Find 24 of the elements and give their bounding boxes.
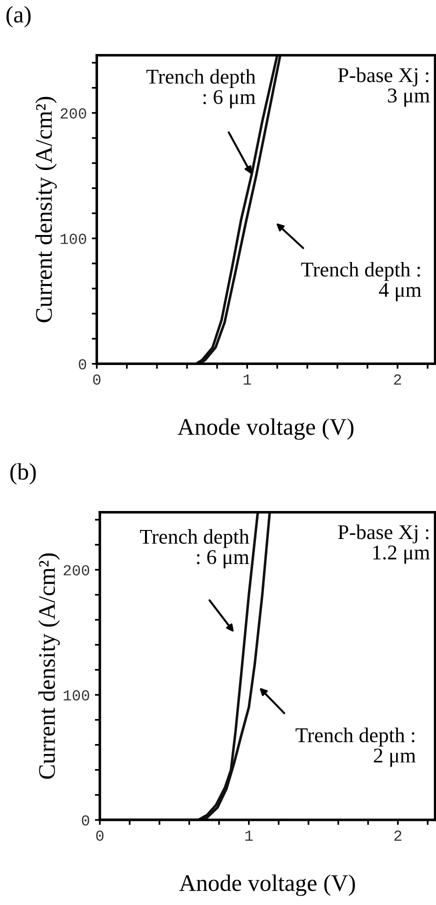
y-tick-label: 100 [60, 234, 86, 244]
annotation: P-base Xj : 1.2 μm [338, 524, 430, 564]
y-tick-label: 200 [60, 108, 86, 119]
x-tick-label: 0 [96, 830, 104, 841]
chart-title: (a) [6, 6, 31, 28]
annotation: Trench depth : 4 μm [301, 262, 422, 302]
y-tick-label: 0 [78, 359, 86, 370]
annotation: Trench depth : 6 μm [146, 69, 256, 108]
x-tick-label: 1 [245, 830, 253, 841]
annotation: P-base Xj : 3 μm [338, 68, 430, 107]
y-axis-title: Current density (A/cm²) [35, 96, 57, 322]
x-tick-label: 2 [394, 374, 402, 385]
y-axis-title: Current density (A/cm²) [38, 553, 60, 779]
y-tick-label: 0 [82, 815, 90, 826]
chart-title: (b) [10, 463, 36, 485]
x-tick-label: 1 [244, 374, 252, 385]
x-tick-label: 0 [93, 374, 100, 385]
x-axis-title: Anode voltage (V) [179, 874, 355, 896]
annotation: Trench depth : 6 μm [140, 529, 250, 568]
annotation: Trench depth : 2 μm [296, 728, 416, 767]
y-tick-label: 200 [64, 565, 90, 576]
x-tick-label: 2 [394, 830, 402, 841]
y-tick-label: 100 [64, 690, 90, 701]
x-axis-title: Anode voltage (V) [178, 418, 354, 440]
